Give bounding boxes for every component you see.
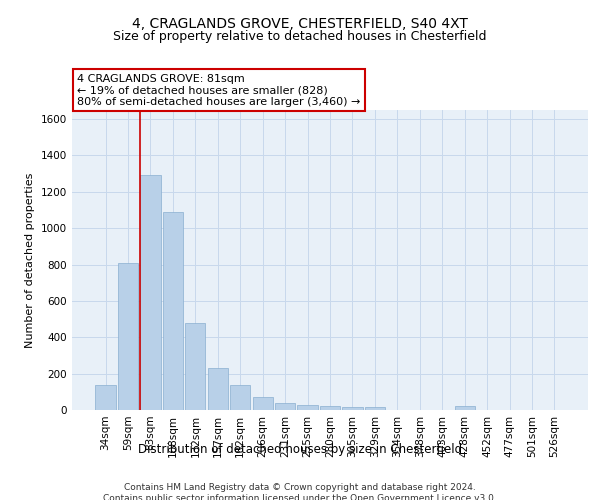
Text: 4, CRAGLANDS GROVE, CHESTERFIELD, S40 4XT: 4, CRAGLANDS GROVE, CHESTERFIELD, S40 4X… — [132, 18, 468, 32]
Bar — [320, 406, 340, 410]
Bar — [185, 322, 205, 410]
Bar — [275, 402, 295, 410]
Bar — [455, 406, 475, 410]
Bar — [140, 174, 161, 410]
Bar — [230, 386, 250, 410]
Bar — [365, 408, 385, 410]
Bar — [298, 405, 317, 410]
Text: 4 CRAGLANDS GROVE: 81sqm
← 19% of detached houses are smaller (828)
80% of semi-: 4 CRAGLANDS GROVE: 81sqm ← 19% of detach… — [77, 74, 361, 107]
Bar — [253, 398, 273, 410]
Bar — [118, 262, 138, 410]
Bar — [163, 212, 183, 410]
Bar — [343, 408, 362, 410]
Bar — [95, 384, 116, 410]
Bar — [208, 368, 228, 410]
Text: Distribution of detached houses by size in Chesterfield: Distribution of detached houses by size … — [138, 442, 462, 456]
Y-axis label: Number of detached properties: Number of detached properties — [25, 172, 35, 348]
Text: Contains HM Land Registry data © Crown copyright and database right 2024.
Contai: Contains HM Land Registry data © Crown c… — [103, 482, 497, 500]
Text: Size of property relative to detached houses in Chesterfield: Size of property relative to detached ho… — [113, 30, 487, 43]
